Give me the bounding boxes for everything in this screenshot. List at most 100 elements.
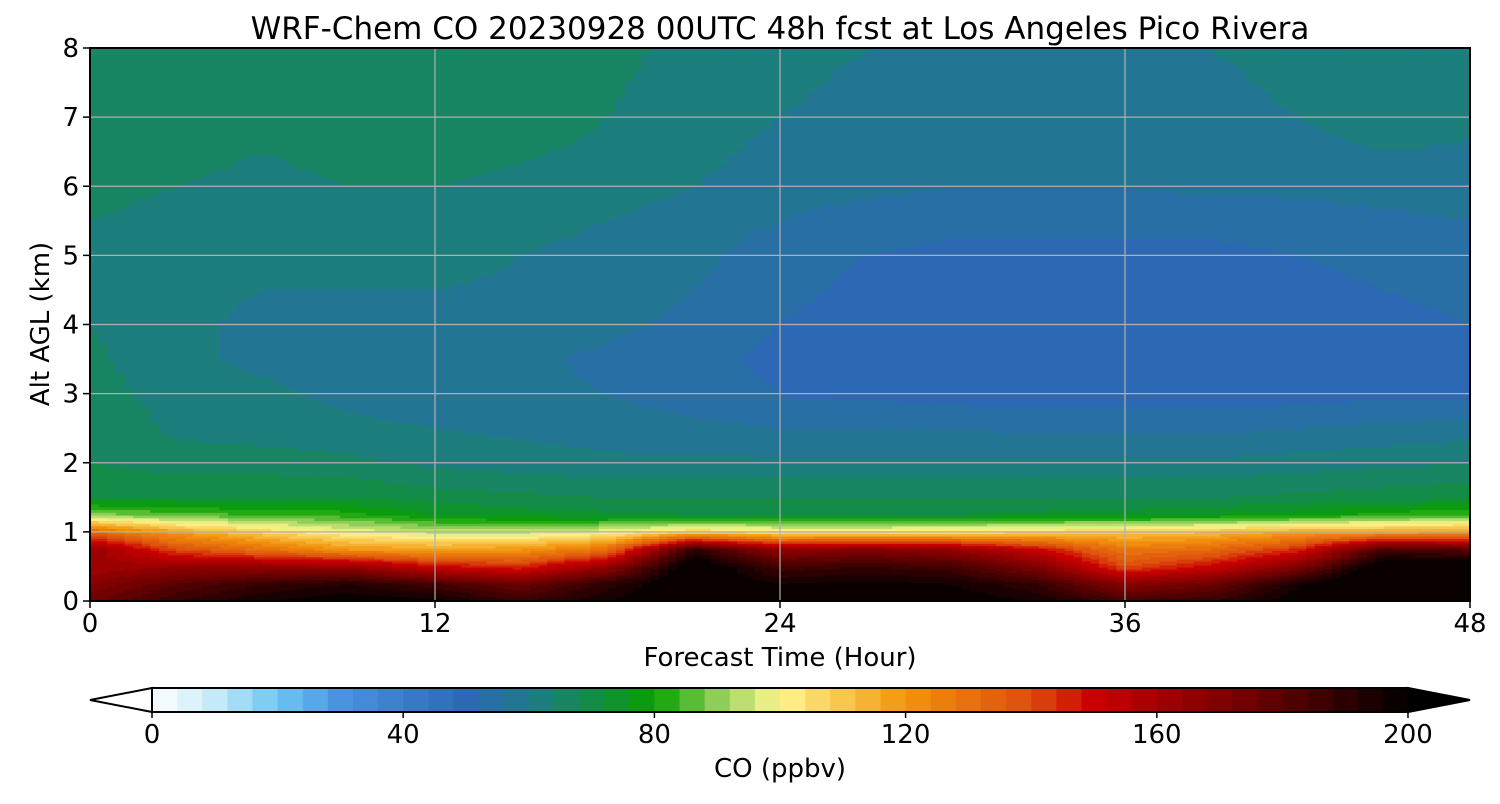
heatmap-cell: [348, 570, 358, 576]
heatmap-cell: [435, 523, 445, 527]
heatmap-cell: [581, 517, 591, 522]
heatmap-cell: [1349, 556, 1359, 560]
heatmap-cell: [797, 538, 807, 542]
heatmap-cell: [159, 520, 169, 524]
heatmap-cell: [417, 535, 427, 539]
heatmap-cell: [1150, 476, 1161, 499]
heatmap-cell: [236, 582, 246, 590]
heatmap-cell: [271, 563, 281, 566]
heatmap-cell: [348, 538, 358, 544]
heatmap-cell: [1306, 552, 1316, 556]
heatmap-cell: [1219, 592, 1230, 599]
heatmap-cell: [874, 566, 885, 576]
heatmap-cell: [581, 48, 591, 135]
heatmap-cell: [780, 520, 790, 524]
heatmap-cell: [1297, 515, 1307, 519]
heatmap-cell: [745, 576, 755, 602]
heatmap-cell: [1237, 558, 1247, 564]
heatmap-cell: [176, 517, 186, 522]
heatmap-cell: [961, 565, 971, 570]
heatmap-cell: [573, 523, 583, 527]
heatmap-cell: [1245, 563, 1255, 568]
heatmap-cell: [141, 528, 151, 532]
heatmap-cell: [1168, 517, 1178, 522]
heatmap-cell: [719, 523, 729, 527]
heatmap-cell: [573, 550, 583, 553]
heatmap-cell: [340, 535, 350, 539]
heatmap-cell: [702, 528, 712, 532]
heatmap-cell: [573, 540, 583, 544]
heatmap-cell: [1056, 184, 1066, 239]
heatmap-cell: [547, 523, 557, 527]
heatmap-cell: [460, 547, 471, 551]
heatmap-cell: [581, 540, 591, 544]
heatmap-cell: [1142, 547, 1152, 553]
heatmap-cell: [219, 576, 229, 581]
heatmap-cell: [374, 418, 384, 461]
heatmap-cell: [573, 494, 583, 511]
heatmap-cell: [391, 556, 402, 560]
heatmap-cell: [667, 520, 678, 524]
heatmap-cell: [1219, 560, 1230, 566]
heatmap-cell: [564, 558, 574, 562]
heatmap-cell: [814, 497, 824, 516]
heatmap-cell: [1202, 545, 1212, 551]
heatmap-cell: [728, 543, 738, 547]
heatmap-cell: [1306, 473, 1316, 493]
heatmap-cell: [1211, 545, 1221, 549]
heatmap-cell: [1056, 581, 1066, 587]
heatmap-cell: [1263, 528, 1273, 532]
heatmap-cell: [288, 509, 298, 516]
heatmap-cell: [1219, 538, 1230, 542]
heatmap-cell: [1314, 470, 1324, 493]
heatmap-cell: [598, 523, 609, 527]
heatmap-cell: [150, 520, 160, 524]
heatmap-cell: [909, 533, 919, 537]
heatmap-cell: [1245, 547, 1255, 551]
heatmap-cell: [348, 584, 358, 594]
heatmap-cell: [1245, 540, 1255, 547]
heatmap-cell: [736, 543, 747, 547]
heatmap-cell: [1219, 547, 1230, 551]
heatmap-cell: [331, 48, 341, 181]
heatmap-cell: [1237, 565, 1247, 570]
heatmap-cell: [1357, 543, 1368, 547]
heatmap-cell: [1332, 48, 1342, 135]
heatmap-cell: [1176, 476, 1186, 499]
heatmap-cell: [616, 497, 626, 513]
heatmap-cell: [521, 554, 531, 558]
heatmap-cell: [167, 543, 177, 547]
heatmap-cell: [228, 503, 238, 511]
heatmap-cell: [1219, 242, 1230, 409]
heatmap-cell: [133, 568, 143, 576]
heatmap-cell: [702, 525, 712, 529]
heatmap-cell: [805, 582, 816, 602]
heatmap-cell: [918, 497, 928, 516]
heatmap-cell: [1211, 576, 1221, 579]
heatmap-cell: [495, 563, 505, 566]
heatmap-cell: [573, 556, 583, 560]
heatmap-cell: [107, 506, 117, 511]
heatmap-cell: [866, 48, 876, 201]
heatmap-cell: [840, 523, 850, 527]
heatmap-cell: [314, 565, 324, 568]
heatmap-cell: [581, 574, 591, 577]
heatmap-cell: [297, 576, 307, 581]
heatmap-cell: [150, 566, 160, 574]
heatmap-cell: [1012, 568, 1023, 574]
heatmap-cell: [141, 566, 151, 574]
heatmap-cell: [262, 533, 272, 537]
heatmap-cell: [193, 538, 203, 542]
heatmap-cell: [823, 528, 833, 532]
heatmap-cell: [504, 570, 514, 574]
heatmap-cell: [1159, 579, 1169, 582]
heatmap-cell: [745, 563, 755, 568]
heatmap-cell: [1185, 563, 1195, 568]
heatmap-cell: [831, 540, 841, 544]
heatmap-cell: [1150, 574, 1161, 577]
heatmap-cell: [616, 214, 626, 337]
heatmap-cell: [685, 517, 695, 522]
heatmap-cell: [711, 554, 721, 560]
heatmap-cell: [926, 550, 936, 556]
heatmap-cell: [987, 572, 997, 579]
